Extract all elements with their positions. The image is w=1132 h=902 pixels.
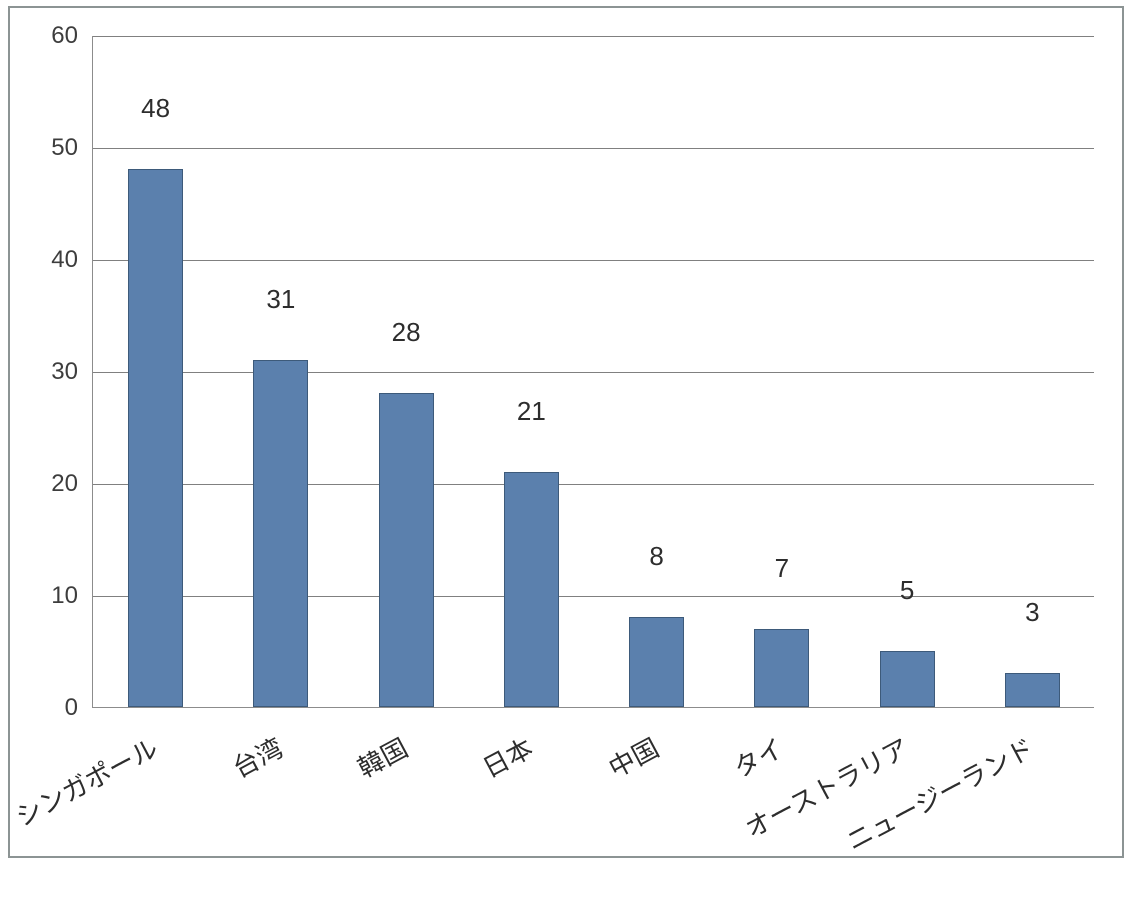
bar-value-label: 21 [517, 396, 546, 427]
bar [754, 629, 809, 707]
bar-value-label: 8 [649, 541, 663, 572]
y-tick-label: 10 [28, 582, 78, 610]
gridline [93, 148, 1094, 149]
bar-value-label: 5 [900, 575, 914, 606]
y-tick-label: 20 [28, 470, 78, 498]
y-tick-label: 0 [28, 694, 78, 722]
bar-value-label: 3 [1025, 597, 1039, 628]
gridline [93, 372, 1094, 373]
gridline [93, 36, 1094, 37]
chart-plot-area: 48 31 28 21 8 7 5 3 [92, 36, 1094, 708]
bar [880, 651, 935, 707]
bar-value-label: 28 [392, 317, 421, 348]
y-tick-label: 30 [28, 358, 78, 386]
bar [253, 360, 308, 707]
bar [629, 617, 684, 707]
bar [1005, 673, 1060, 707]
bar [379, 393, 434, 707]
y-tick-label: 40 [28, 246, 78, 274]
bar-value-label: 31 [266, 284, 295, 315]
gridline [93, 484, 1094, 485]
bar-value-label: 48 [141, 93, 170, 124]
bar [128, 169, 183, 707]
bar-value-label: 7 [775, 553, 789, 584]
y-tick-label: 60 [28, 22, 78, 50]
gridline [93, 260, 1094, 261]
bar [504, 472, 559, 707]
y-tick-label: 50 [28, 134, 78, 162]
gridline [93, 596, 1094, 597]
